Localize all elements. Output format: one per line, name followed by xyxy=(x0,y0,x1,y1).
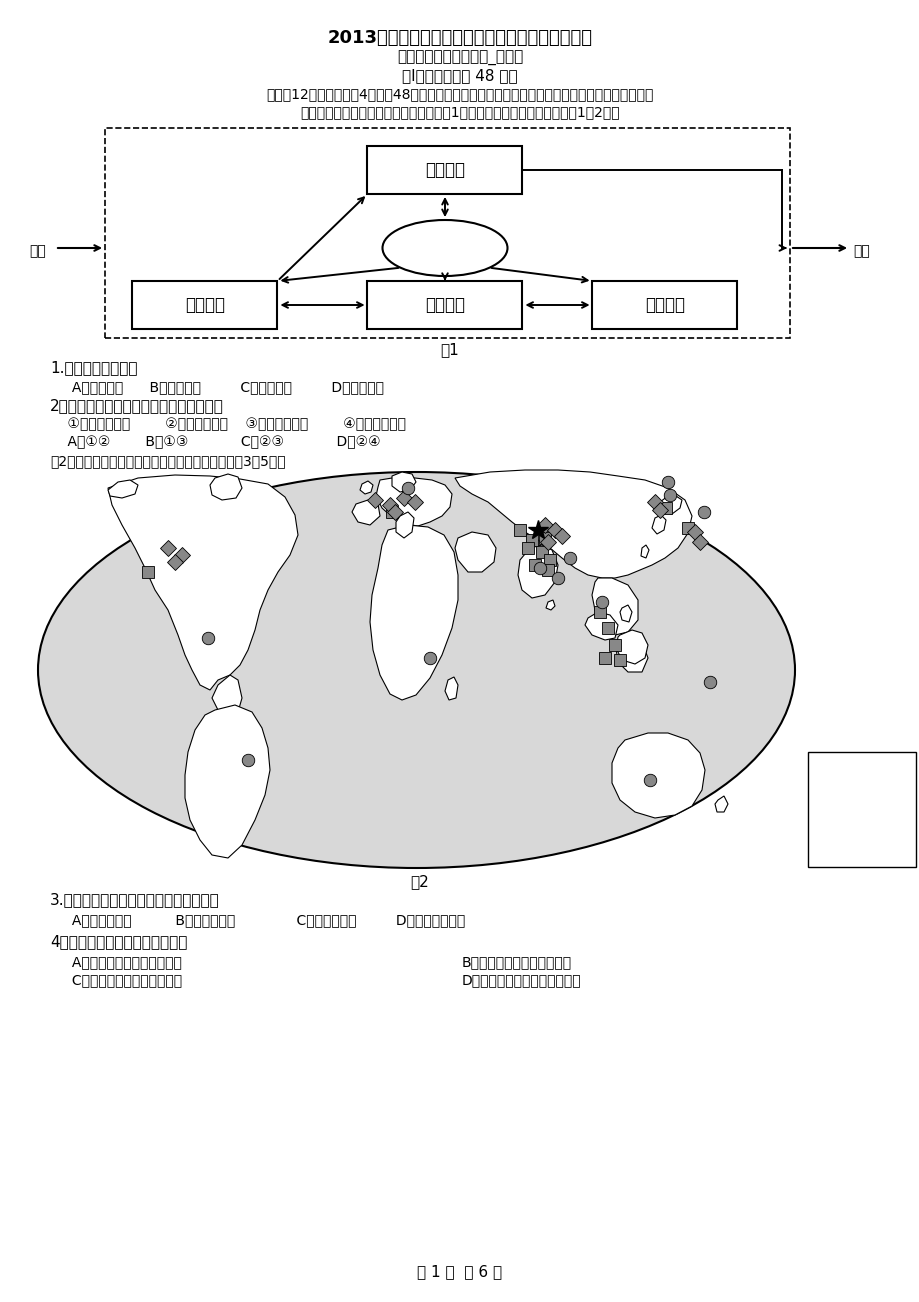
Polygon shape xyxy=(185,704,269,858)
Bar xyxy=(132,281,278,329)
Polygon shape xyxy=(455,470,691,578)
Text: 第 1 页  共 6 页: 第 1 页 共 6 页 xyxy=(417,1264,502,1280)
Polygon shape xyxy=(664,493,677,512)
Ellipse shape xyxy=(38,473,794,868)
Text: 水稻种植: 水稻种植 xyxy=(185,296,225,314)
Polygon shape xyxy=(211,674,242,717)
Text: A．科技与市场          B．市场与交通              C．交通与资金         D．科技与劳动力: A．科技与市场 B．市场与交通 C．交通与资金 D．科技与劳动力 xyxy=(50,913,465,927)
Polygon shape xyxy=(108,480,138,497)
Polygon shape xyxy=(108,475,298,690)
Text: 第Ⅰ卷（选择题共 48 分）: 第Ⅰ卷（选择题共 48 分） xyxy=(402,69,517,83)
Polygon shape xyxy=(517,546,558,598)
Text: 4．该跨国企业的空间布局特点是: 4．该跨国企业的空间布局特点是 xyxy=(50,935,187,949)
Text: 图2: 图2 xyxy=(410,875,429,889)
Bar xyxy=(367,146,522,194)
Polygon shape xyxy=(616,635,647,672)
Text: 渔业养殖: 渔业养殖 xyxy=(425,296,464,314)
Text: 图  例: 图 例 xyxy=(846,754,876,769)
Text: 生猪饲养: 生猪饲养 xyxy=(425,161,464,178)
Bar xyxy=(105,128,789,339)
Text: 沼气池: 沼气池 xyxy=(429,240,460,256)
Bar xyxy=(367,281,522,329)
Polygon shape xyxy=(445,677,458,700)
Text: 2013年普通高等学校招生全国统一考试（福建卷）: 2013年普通高等学校招生全国统一考试（福建卷） xyxy=(327,29,592,47)
Text: 本卷共12小题，每小题4分，共48分。在每小题给出的四个选项中，只有一项是最符合题目要求的。: 本卷共12小题，每小题4分，共48分。在每小题给出的四个选项中，只有一项是最符合… xyxy=(266,87,653,102)
Text: D．生产基地分布在发展中国家: D．生产基地分布在发展中国家 xyxy=(461,973,581,987)
Text: 输出: 输出 xyxy=(853,243,869,258)
Text: A．组织空间分布具有集聚性: A．组织空间分布具有集聚性 xyxy=(50,954,182,969)
Polygon shape xyxy=(545,600,554,611)
Polygon shape xyxy=(641,546,648,559)
Polygon shape xyxy=(714,796,727,812)
Text: 图2示意我国某家电企业组织的空间分布，读图回答3～5题。: 图2示意我国某家电企业组织的空间分布，读图回答3～5题。 xyxy=(50,454,285,467)
Text: ●: ● xyxy=(814,841,828,855)
Ellipse shape xyxy=(382,220,507,276)
Text: 甘蔗种植: 甘蔗种植 xyxy=(644,296,685,314)
Text: 研发中心: 研发中心 xyxy=(859,819,892,833)
Text: 循环农业是美丽乡村建设的途径之一。图1示意采循环农业模式，读图回答1～2题。: 循环农业是美丽乡村建设的途径之一。图1示意采循环农业模式，读图回答1～2题。 xyxy=(300,105,619,118)
Polygon shape xyxy=(619,605,631,622)
Polygon shape xyxy=(455,533,495,572)
Text: A．河套平原      B．黄淮平原         C．辽东丘陵         D．闽浙丘陵: A．河套平原 B．黄淮平原 C．辽东丘陵 D．闽浙丘陵 xyxy=(50,380,383,395)
Polygon shape xyxy=(616,630,647,664)
Text: 输入: 输入 xyxy=(29,243,46,258)
Text: 总  部: 总 部 xyxy=(859,775,885,789)
Polygon shape xyxy=(652,516,665,534)
Text: 1.最适宜该模式的是: 1.最适宜该模式的是 xyxy=(50,361,137,375)
Polygon shape xyxy=(395,512,414,538)
Text: ◆: ◆ xyxy=(815,819,827,833)
Polygon shape xyxy=(584,612,618,641)
Polygon shape xyxy=(391,473,415,492)
Polygon shape xyxy=(611,733,704,818)
Text: C．研发中心分布在发达国家: C．研发中心分布在发达国家 xyxy=(50,973,182,987)
Text: 3.影响该企业研发中心布局的主导因素是: 3.影响该企业研发中心布局的主导因素是 xyxy=(50,892,220,907)
Polygon shape xyxy=(591,578,637,635)
Text: ★: ★ xyxy=(814,775,828,789)
Text: ■: ■ xyxy=(814,797,828,811)
Bar xyxy=(592,281,737,329)
Text: 生产基地: 生产基地 xyxy=(859,797,892,811)
Text: B．信息中心分布具有分散性: B．信息中心分布具有分散性 xyxy=(461,954,572,969)
Text: ①提高经济效益        ②加快城镇发展    ③提供清洁能源        ④促进民居集中: ①提高经济效益 ②加快城镇发展 ③提供清洁能源 ④促进民居集中 xyxy=(50,417,405,431)
Polygon shape xyxy=(376,477,451,526)
Bar xyxy=(807,753,915,867)
Text: A．①②        B．①③            C．②③            D．②④: A．①② B．①③ C．②③ D．②④ xyxy=(50,435,380,449)
Polygon shape xyxy=(352,500,380,525)
Text: 信息中心: 信息中心 xyxy=(859,841,892,855)
Polygon shape xyxy=(210,474,242,500)
Text: 福建省南安市侨光中学_林志辉: 福建省南安市侨光中学_林志辉 xyxy=(396,51,523,65)
Polygon shape xyxy=(369,525,458,700)
Polygon shape xyxy=(359,480,372,493)
Text: 2．循环农业对建设美丽乡村的主要作用是: 2．循环农业对建设美丽乡村的主要作用是 xyxy=(50,398,223,414)
Text: 图1: 图1 xyxy=(440,342,459,358)
Polygon shape xyxy=(657,496,681,514)
